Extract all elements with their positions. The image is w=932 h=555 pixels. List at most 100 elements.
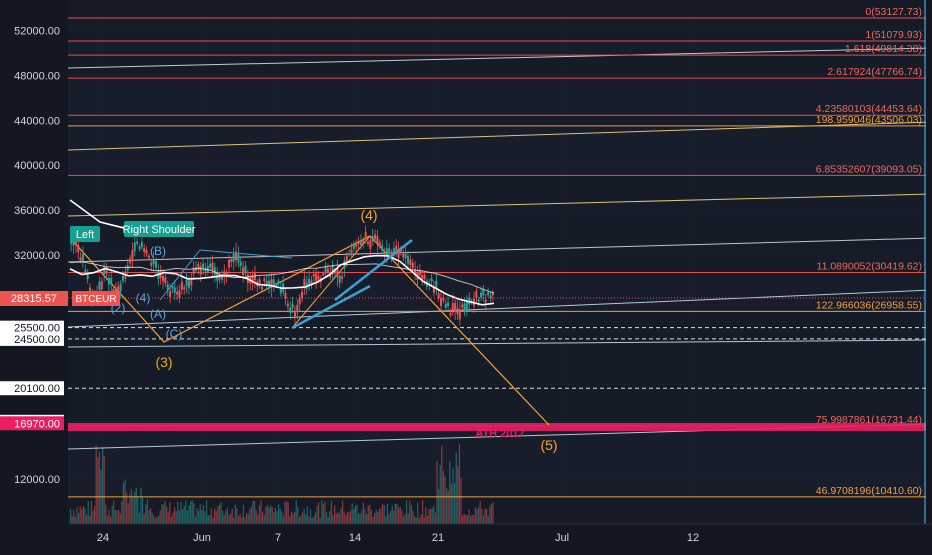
candle-body [442,297,445,301]
volume-bar [334,505,336,524]
volume-bar [431,507,433,524]
volume-bar [449,460,451,524]
candle-body [119,284,122,292]
volume-bar [342,501,344,524]
ath-2017-band [68,422,926,431]
candle-body [220,274,223,280]
candle-body [237,254,240,263]
candle-body [407,256,410,264]
volume-bar [95,445,97,524]
volume-bar [458,444,460,524]
fib-band [68,18,926,41]
volume-bar [462,515,464,524]
fib-label: 6.85352607(39093.05) [816,163,922,175]
volume-bar [407,513,409,524]
candle-body [371,236,374,242]
x-tick-label: 24 [97,532,109,544]
candle-body [374,234,377,240]
y-axis[interactable]: 52000.00 48000.00 44000.00 40000.00 36000.00… [0,26,64,486]
x-axis[interactable]: 24 Jun 7 14 21 Jul 12 [97,532,699,544]
candle-body [477,299,480,302]
volume-bar [289,516,291,524]
volume-bar [465,515,467,524]
volume-bar [441,445,443,524]
y-tick-label: 40000.00 [14,160,60,172]
volume-bar [366,513,368,524]
volume-bar [318,502,320,524]
candle-body [225,271,228,278]
volume-bar [444,476,446,524]
candle-body [312,274,315,277]
candle-body [352,244,355,249]
volume-bar [463,513,465,524]
channel-line [68,339,926,348]
volume-bar [420,514,422,524]
volume-bar [372,516,374,524]
volume-bar [306,506,308,524]
candle-body [277,280,280,284]
volume-bars [70,444,494,524]
volume-bar [108,509,110,524]
volume-bar [442,471,444,524]
candle-body [152,258,155,265]
candle-body [100,281,103,290]
volume-bar [436,460,438,524]
candle-body [178,290,181,299]
volume-bar [340,508,342,524]
volume-bar [199,503,201,524]
candle-body [180,281,183,290]
candle-body [480,292,483,298]
volume-bar [180,501,182,524]
volume-bar [169,502,171,524]
volume-bar [401,509,403,524]
channel-line [68,193,926,217]
volume-bar [247,513,249,524]
volume-bar [294,511,296,524]
fib-label: 11.0890052(30419.62) [817,261,922,273]
candle-body [458,310,461,320]
volume-bar [143,514,145,524]
volume-bar [186,510,188,524]
volume-bar [345,515,347,524]
volume-bar [426,515,428,524]
candle-body [272,279,275,285]
fib-label: 46.9708196(10410.60) [816,485,922,497]
candle-body [98,281,101,290]
volume-bar [89,515,91,524]
y-tick-label: 48000.00 [14,70,60,82]
candle-body [432,286,435,293]
candle-body [211,262,214,271]
x-tick-label: Jul [555,532,569,544]
channel-line [68,289,926,328]
volume-bar [148,510,150,524]
fib-band [68,55,926,79]
volume-bar [241,517,243,524]
fib-label: 122.966036(26958.55) [816,299,922,311]
volume-bar [393,510,395,524]
candle-body [484,299,487,303]
volume-bar [198,510,200,524]
volume-bar [327,516,329,524]
wave-4-label: (4) [360,207,377,223]
volume-bar [134,491,136,524]
volume-bar [278,504,280,524]
volume-bar [162,504,164,524]
candle-body [235,251,238,261]
volume-bar [170,516,172,524]
trend-line-rising [334,239,413,301]
volume-bar [262,511,264,524]
candle-body [183,287,186,290]
volume-bar [252,500,254,524]
candle-body [74,238,77,246]
volume-bar [166,506,168,524]
volume-bar [410,504,412,524]
volume-bar [406,500,408,524]
volume-bar [266,505,268,524]
candle-body [489,295,492,298]
candle-body [324,266,327,273]
fib-label: 0(53127.73) [865,6,922,18]
candle-body [334,270,336,274]
volume-bar [196,508,198,524]
